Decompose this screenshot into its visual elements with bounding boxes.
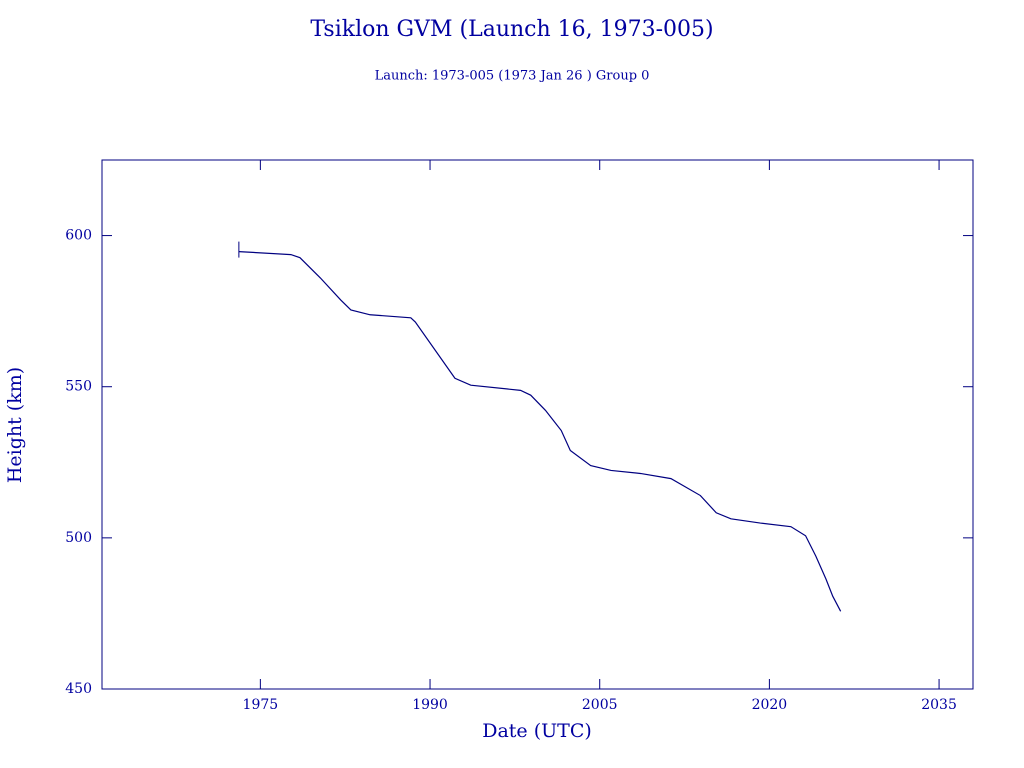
- y-tick-label: 450: [65, 681, 92, 697]
- x-tick-label: 2005: [582, 697, 618, 713]
- y-tick-label: 500: [65, 530, 92, 546]
- data-line: [238, 250, 842, 612]
- x-axis-label: Date (UTC): [482, 720, 592, 742]
- y-axis-label: Height (km): [4, 367, 26, 483]
- y-tick-label: 550: [65, 379, 92, 395]
- x-tick-label: 1990: [412, 697, 448, 713]
- chart-title: Tsiklon GVM (Launch 16, 1973-005): [310, 17, 713, 42]
- plot-frame: [101, 159, 974, 690]
- x-tick-label: 1975: [243, 697, 279, 713]
- y-tick-label: 600: [65, 228, 92, 244]
- chart-subtitle: Launch: 1973-005 (1973 Jan 26 ) Group 0: [375, 69, 650, 84]
- x-tick-label: 2035: [921, 697, 957, 713]
- x-tick-label: 2020: [752, 697, 788, 713]
